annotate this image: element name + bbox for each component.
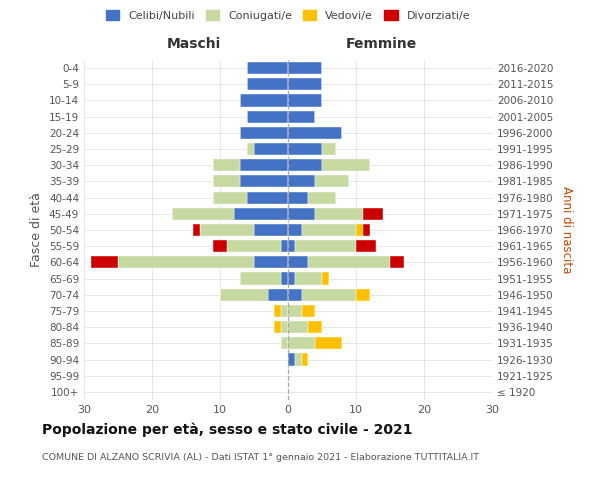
Bar — [322, 159, 370, 172]
Bar — [220, 288, 268, 301]
Bar — [274, 321, 281, 333]
Bar — [288, 338, 315, 349]
Bar — [254, 256, 288, 268]
Bar — [241, 127, 288, 139]
Bar — [288, 305, 302, 317]
Bar — [308, 256, 390, 268]
Bar — [356, 224, 363, 236]
Bar — [213, 159, 241, 172]
Text: Maschi: Maschi — [167, 38, 221, 52]
Bar — [281, 321, 288, 333]
Bar — [200, 224, 254, 236]
Bar — [268, 288, 288, 301]
Bar — [281, 272, 288, 284]
Text: Popolazione per età, sesso e stato civile - 2021: Popolazione per età, sesso e stato civil… — [42, 422, 413, 437]
Bar — [390, 256, 404, 268]
Bar — [322, 143, 335, 155]
Bar — [288, 110, 315, 122]
Bar — [254, 224, 288, 236]
Bar — [308, 192, 335, 203]
Bar — [288, 256, 308, 268]
Bar — [302, 224, 356, 236]
Bar — [213, 176, 241, 188]
Y-axis label: Fasce di età: Fasce di età — [31, 192, 43, 268]
Bar — [288, 321, 308, 333]
Bar — [315, 176, 349, 188]
Bar — [295, 240, 356, 252]
Bar — [288, 272, 295, 284]
Bar — [363, 224, 370, 236]
Bar — [288, 288, 302, 301]
Bar — [288, 176, 315, 188]
Bar — [281, 338, 288, 349]
Bar — [91, 256, 118, 268]
Bar — [274, 305, 281, 317]
Bar — [288, 240, 295, 252]
Bar — [247, 78, 288, 90]
Bar — [288, 354, 295, 366]
Bar — [213, 240, 227, 252]
Bar — [247, 143, 254, 155]
Bar — [241, 176, 288, 188]
Bar — [288, 94, 322, 106]
Bar — [356, 288, 370, 301]
Legend: Celibi/Nubili, Coniugati/e, Vedovi/e, Divorziati/e: Celibi/Nubili, Coniugati/e, Vedovi/e, Di… — [104, 8, 472, 24]
Bar — [241, 272, 281, 284]
Bar — [118, 256, 254, 268]
Bar — [227, 240, 281, 252]
Bar — [288, 143, 322, 155]
Text: COMUNE DI ALZANO SCRIVIA (AL) - Dati ISTAT 1° gennaio 2021 - Elaborazione TUTTIT: COMUNE DI ALZANO SCRIVIA (AL) - Dati IST… — [42, 452, 479, 462]
Bar — [308, 321, 322, 333]
Bar — [302, 288, 356, 301]
Bar — [288, 192, 308, 203]
Bar — [288, 127, 343, 139]
Y-axis label: Anni di nascita: Anni di nascita — [560, 186, 573, 274]
Bar — [281, 240, 288, 252]
Bar — [356, 240, 376, 252]
Bar — [172, 208, 233, 220]
Bar — [302, 305, 315, 317]
Bar — [193, 224, 200, 236]
Bar — [288, 159, 322, 172]
Bar — [281, 305, 288, 317]
Text: Femmine: Femmine — [346, 38, 418, 52]
Bar — [254, 143, 288, 155]
Bar — [288, 208, 315, 220]
Bar — [233, 208, 288, 220]
Bar — [295, 354, 302, 366]
Bar — [295, 272, 322, 284]
Bar — [213, 192, 247, 203]
Bar — [322, 272, 329, 284]
Bar — [315, 208, 363, 220]
Bar — [241, 94, 288, 106]
Bar — [247, 62, 288, 74]
Bar — [247, 110, 288, 122]
Bar — [302, 354, 308, 366]
Bar — [288, 62, 322, 74]
Bar — [288, 78, 322, 90]
Bar — [315, 338, 343, 349]
Bar — [247, 192, 288, 203]
Bar — [363, 208, 383, 220]
Bar — [241, 159, 288, 172]
Bar — [288, 224, 302, 236]
